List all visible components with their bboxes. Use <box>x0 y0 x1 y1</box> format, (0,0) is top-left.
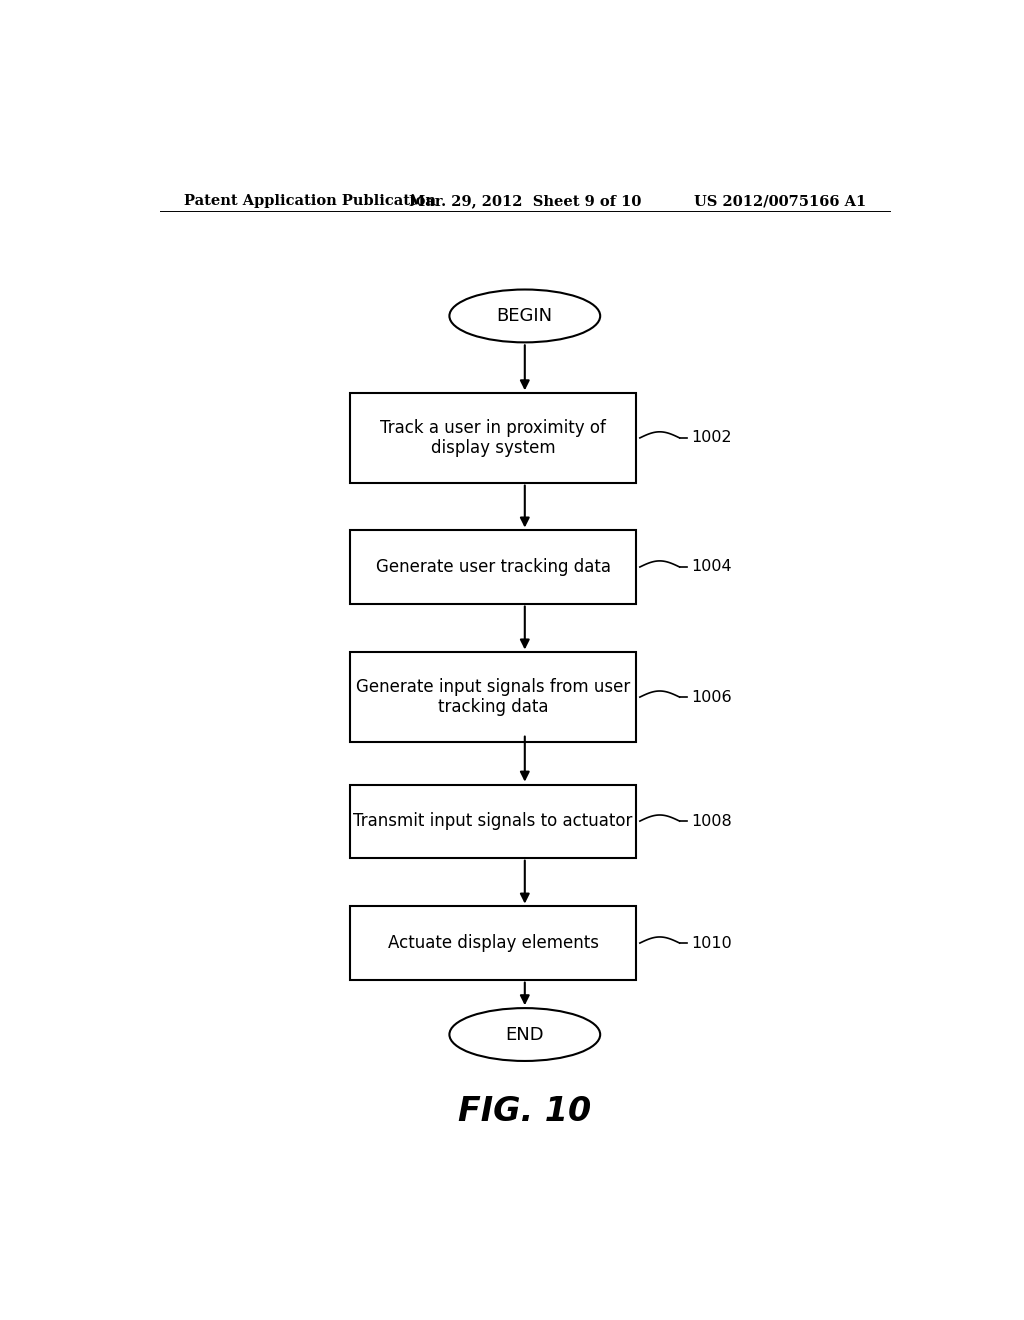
Text: Actuate display elements: Actuate display elements <box>387 935 599 952</box>
Text: Track a user in proximity of
display system: Track a user in proximity of display sys… <box>380 418 606 457</box>
Text: Transmit input signals to actuator: Transmit input signals to actuator <box>353 812 633 830</box>
Text: Generate user tracking data: Generate user tracking data <box>376 558 610 576</box>
Text: 1006: 1006 <box>691 689 732 705</box>
Text: BEGIN: BEGIN <box>497 308 553 325</box>
Text: END: END <box>506 1026 544 1044</box>
Text: Generate input signals from user
tracking data: Generate input signals from user trackin… <box>356 677 630 717</box>
Text: FIG. 10: FIG. 10 <box>458 1096 592 1129</box>
Text: 1010: 1010 <box>691 936 732 950</box>
Text: 1008: 1008 <box>691 813 732 829</box>
Text: Patent Application Publication: Patent Application Publication <box>183 194 435 209</box>
Text: US 2012/0075166 A1: US 2012/0075166 A1 <box>694 194 866 209</box>
Text: 1002: 1002 <box>691 430 732 445</box>
Text: Mar. 29, 2012  Sheet 9 of 10: Mar. 29, 2012 Sheet 9 of 10 <box>409 194 641 209</box>
Text: 1004: 1004 <box>691 560 732 574</box>
